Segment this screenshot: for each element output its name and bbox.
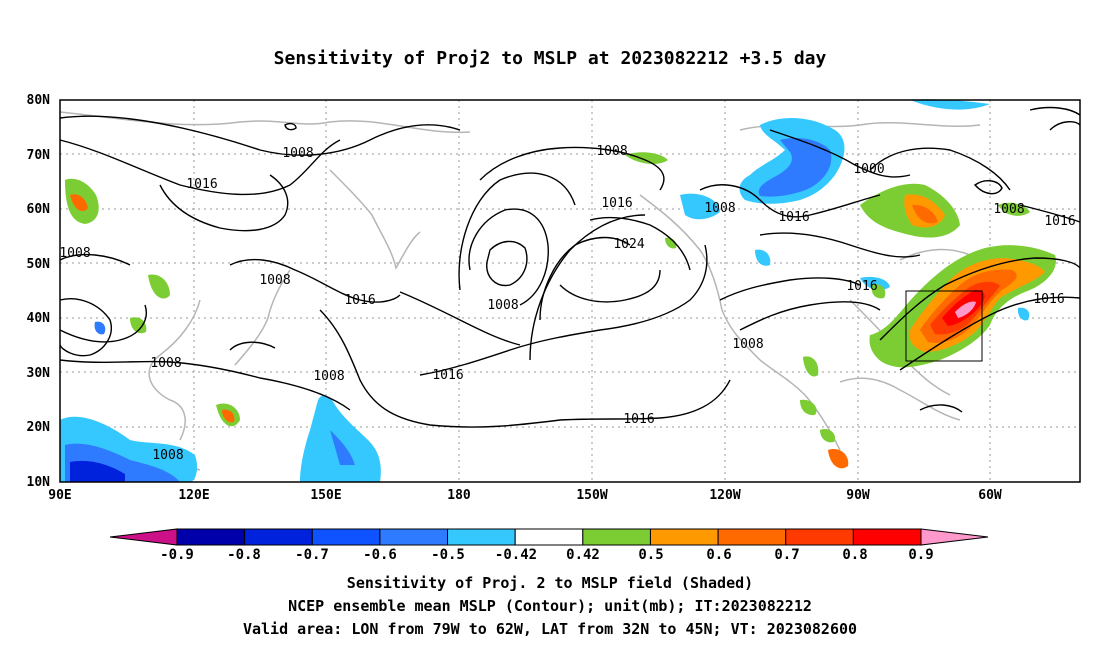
lat-label: 10N — [27, 475, 51, 490]
contour-label: 1008 — [596, 144, 627, 159]
valid-area-box — [905, 290, 983, 362]
contour-label: 1016 — [1044, 214, 1075, 229]
lat-label: 50N — [27, 257, 51, 272]
lat-label: 70N — [27, 148, 51, 163]
colorbar-label: 0.6 — [706, 547, 731, 563]
caption-shaded: Sensitivity of Proj. 2 to MSLP field (Sh… — [346, 574, 754, 592]
contour-label: 1016 — [186, 177, 217, 192]
lat-label: 60N — [27, 202, 51, 217]
colorbar-label: -0.5 — [431, 547, 465, 563]
lon-label: 90E — [48, 488, 71, 503]
contour-label: 1008 — [313, 369, 344, 384]
lat-label: 20N — [27, 420, 51, 435]
colorbar-label: -0.8 — [227, 547, 261, 563]
contour-label: 1000 — [853, 162, 884, 177]
contour-label: 1008 — [259, 273, 290, 288]
lat-label: 80N — [27, 93, 51, 108]
lon-label: 120E — [178, 488, 209, 503]
colorbar-cell — [717, 528, 787, 546]
colorbar-low-arrow — [109, 528, 178, 546]
contour-label: 1016 — [1033, 292, 1064, 307]
coastlines — [59, 111, 1041, 471]
contour-label: 1008 — [150, 356, 181, 371]
contour-label: 1008 — [59, 246, 90, 261]
colorbar-label: -0.42 — [495, 547, 537, 563]
plot-title: Sensitivity of Proj2 to MSLP at 20230822… — [273, 48, 827, 69]
colorbar-labels: -0.9 -0.8 -0.7 -0.6 -0.5 -0.42 0.42 0.5 … — [160, 547, 934, 563]
contour-label: 1016 — [778, 210, 809, 225]
contour-label: 1016 — [846, 279, 877, 294]
latitude-labels: 80N 70N 60N 50N 40N 30N 20N 10N — [27, 93, 51, 490]
colorbar-cell — [447, 528, 516, 546]
contour-label: 1008 — [704, 201, 735, 216]
colorbar-label: -0.7 — [295, 547, 329, 563]
lon-label: 180 — [447, 488, 471, 503]
colorbar-label: 0.9 — [908, 547, 933, 563]
lon-label: 60W — [978, 488, 1002, 503]
mslp-contours — [59, 106, 1081, 428]
colorbar-cell — [176, 528, 246, 546]
lon-label: 150W — [576, 488, 607, 503]
contour-label: 1016 — [601, 196, 632, 211]
contour-label: 1016 — [623, 412, 654, 427]
contour-label: 1008 — [152, 448, 183, 463]
lon-label: 120W — [709, 488, 740, 503]
colorbar-label: 0.42 — [566, 547, 600, 563]
colorbar-high-arrow — [920, 528, 989, 546]
map-frame — [59, 99, 1081, 483]
contour-labels: 1008 1016 1008 1008 1016 1008 1008 1008 … — [59, 144, 1075, 463]
lon-label: 90W — [846, 488, 870, 503]
positive-sensitivity — [65, 152, 1056, 469]
caption-valid-area: Valid area: LON from 79W to 62W, LAT fro… — [242, 620, 858, 638]
contour-label: 1008 — [732, 337, 763, 352]
colorbar — [109, 528, 989, 546]
colorbar-label: -0.6 — [363, 547, 397, 563]
colorbar-cell — [379, 528, 449, 546]
colorbar-cell — [785, 528, 854, 546]
colorbar-label: -0.9 — [160, 547, 194, 563]
caption-contour: NCEP ensemble mean MSLP (Contour); unit(… — [288, 597, 812, 615]
lat-label: 30N — [27, 366, 51, 381]
lon-label: 150E — [310, 488, 341, 503]
colorbar-cell — [311, 528, 381, 546]
contour-label: 1016 — [432, 368, 463, 383]
negative-sensitivity — [60, 99, 1030, 482]
colorbar-cell — [649, 528, 719, 546]
contour-label: 1024 — [613, 237, 644, 252]
longitude-labels: 90E 120E 150E 180 150W 120W 90W 60W — [48, 488, 1002, 503]
colorbar-cell — [852, 528, 922, 546]
colorbar-cell — [514, 528, 584, 546]
colorbar-label: 0.8 — [842, 547, 867, 563]
colorbar-cell — [582, 528, 651, 546]
colorbar-cell — [244, 528, 313, 546]
contour-label: 1016 — [344, 293, 375, 308]
contour-label: 1008 — [282, 146, 313, 161]
contour-label: 1008 — [993, 202, 1024, 217]
colorbar-label: 0.5 — [638, 547, 663, 563]
colorbar-label: 0.7 — [774, 547, 799, 563]
lat-label: 40N — [27, 311, 51, 326]
contour-label: 1008 — [487, 298, 518, 313]
